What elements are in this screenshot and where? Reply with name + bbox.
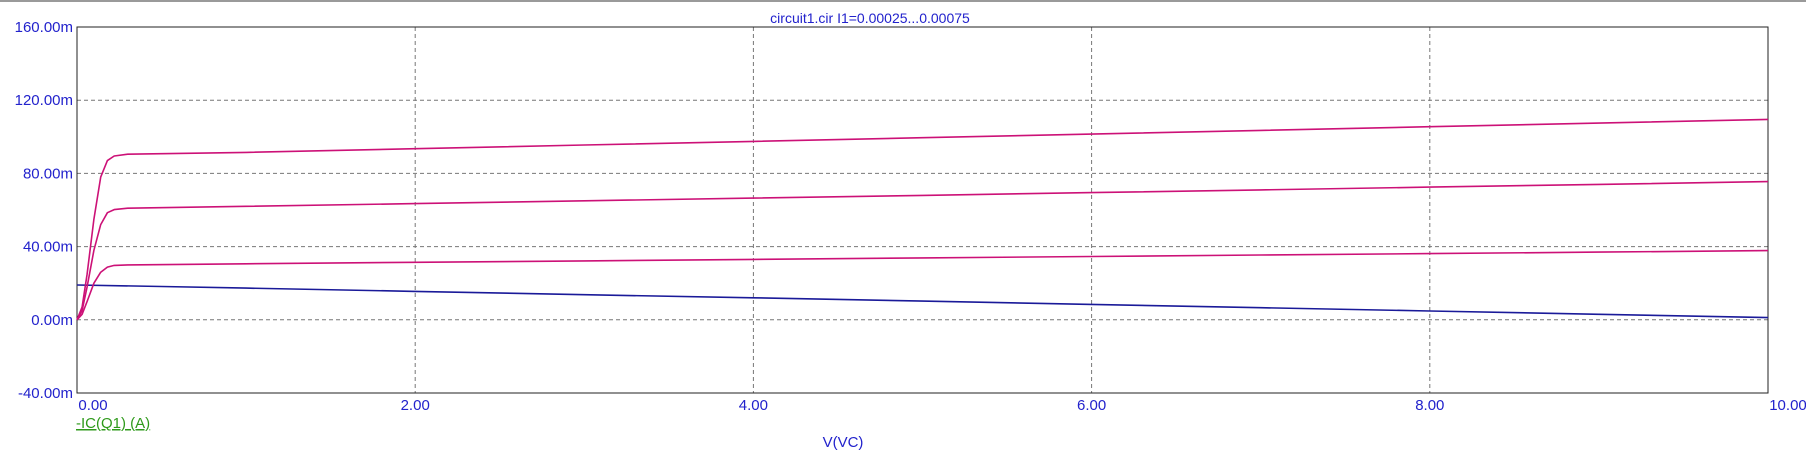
y-tick-labels: -40.00m 0.00m 40.00m 80.00m 120.00m 160.00m bbox=[15, 19, 73, 402]
y-tick-label: 120.00m bbox=[15, 92, 73, 109]
y-tick-label: 40.00m bbox=[23, 239, 73, 256]
series-line-3 bbox=[76, 118, 1769, 321]
y-tick-label: -40.00m bbox=[18, 385, 73, 402]
x-tick-label: 10.00 bbox=[1769, 397, 1806, 414]
series-line-0 bbox=[76, 284, 1769, 319]
series-layer bbox=[76, 118, 1769, 321]
x-tick-label: 4.00 bbox=[739, 397, 768, 414]
grid-lines bbox=[77, 27, 1768, 393]
window-top-border bbox=[0, 0, 1806, 2]
chart-title: circuit1.cir I1=0.00025...0.00075 bbox=[770, 10, 970, 26]
y-tick-label: 80.00m bbox=[23, 165, 73, 182]
plot-frame bbox=[76, 26, 1769, 394]
y-tick-label: 160.00m bbox=[15, 19, 73, 36]
x-tick-labels: 0.00 2.00 4.00 6.00 8.00 10.00 bbox=[78, 397, 1806, 414]
x-tick-label: 2.00 bbox=[401, 397, 430, 414]
x-tick-label: 6.00 bbox=[1077, 397, 1106, 414]
series-line-1 bbox=[76, 249, 1769, 321]
y-tick-label: 0.00m bbox=[31, 312, 73, 329]
x-axis-label: V(VC) bbox=[823, 434, 864, 451]
series-line-2 bbox=[76, 180, 1769, 321]
x-tick-label: 8.00 bbox=[1415, 397, 1444, 414]
x-tick-label: 0.00 bbox=[78, 397, 107, 414]
y-axis-label[interactable]: -IC(Q1) (A) bbox=[76, 415, 150, 432]
